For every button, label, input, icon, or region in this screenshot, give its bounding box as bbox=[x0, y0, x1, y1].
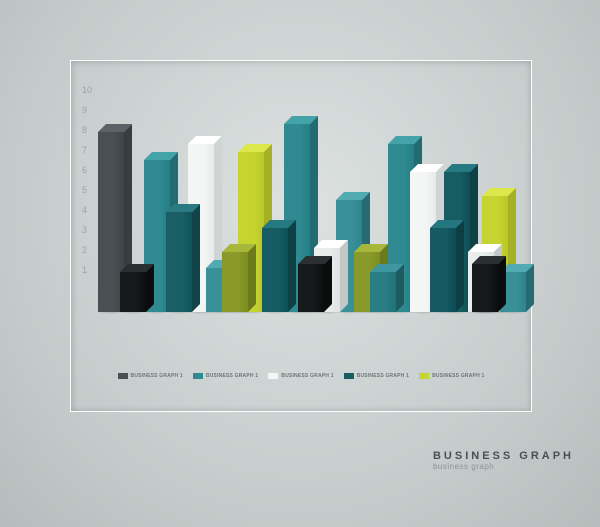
legend-item: BUSINESS GRAPH 1 bbox=[344, 373, 409, 379]
legend-label: BUSINESS GRAPH 1 bbox=[357, 373, 409, 379]
legend-swatch bbox=[344, 373, 354, 379]
legend: BUSINESS GRAPH 1 BUSINESS GRAPH 1 BUSINESS… bbox=[71, 373, 531, 379]
legend-label: BUSINESS GRAPH 1 bbox=[281, 373, 333, 379]
legend-label: BUSINESS GRAPH 1 bbox=[206, 373, 258, 379]
legend-label: BUSINESS GRAPH 1 bbox=[432, 373, 484, 379]
bar bbox=[370, 272, 396, 312]
y-tick: 9 bbox=[82, 106, 92, 126]
y-tick: 6 bbox=[82, 166, 92, 186]
legend-item: BUSINESS GRAPH 1 bbox=[118, 373, 183, 379]
bar bbox=[298, 264, 324, 312]
legend-swatch bbox=[419, 373, 429, 379]
legend-item: BUSINESS GRAPH 1 bbox=[193, 373, 258, 379]
bar bbox=[430, 228, 456, 312]
chart-subtitle: business graph bbox=[433, 462, 574, 471]
y-tick: 3 bbox=[82, 226, 92, 246]
y-axis-labels: 10987654321 bbox=[82, 86, 92, 286]
legend-item: BUSINESS GRAPH 1 bbox=[268, 373, 333, 379]
y-tick: 4 bbox=[82, 206, 92, 226]
bar bbox=[120, 272, 146, 312]
legend-label: BUSINESS GRAPH 1 bbox=[131, 373, 183, 379]
legend-swatch bbox=[193, 373, 203, 379]
y-tick: 10 bbox=[82, 86, 92, 106]
title-block: BUSINESS GRAPH business graph bbox=[433, 450, 574, 471]
y-tick: 1 bbox=[82, 266, 92, 286]
chart-title: BUSINESS GRAPH bbox=[433, 450, 574, 462]
y-tick: 2 bbox=[82, 246, 92, 266]
y-tick: 8 bbox=[82, 126, 92, 146]
y-tick: 7 bbox=[82, 146, 92, 166]
bar-chart bbox=[98, 72, 528, 312]
bar bbox=[222, 252, 248, 312]
legend-swatch bbox=[268, 373, 278, 379]
bar bbox=[472, 264, 498, 312]
legend-item: BUSINESS GRAPH 1 bbox=[419, 373, 484, 379]
bar bbox=[262, 228, 288, 312]
bar bbox=[166, 212, 192, 312]
y-tick: 5 bbox=[82, 186, 92, 206]
legend-swatch bbox=[118, 373, 128, 379]
